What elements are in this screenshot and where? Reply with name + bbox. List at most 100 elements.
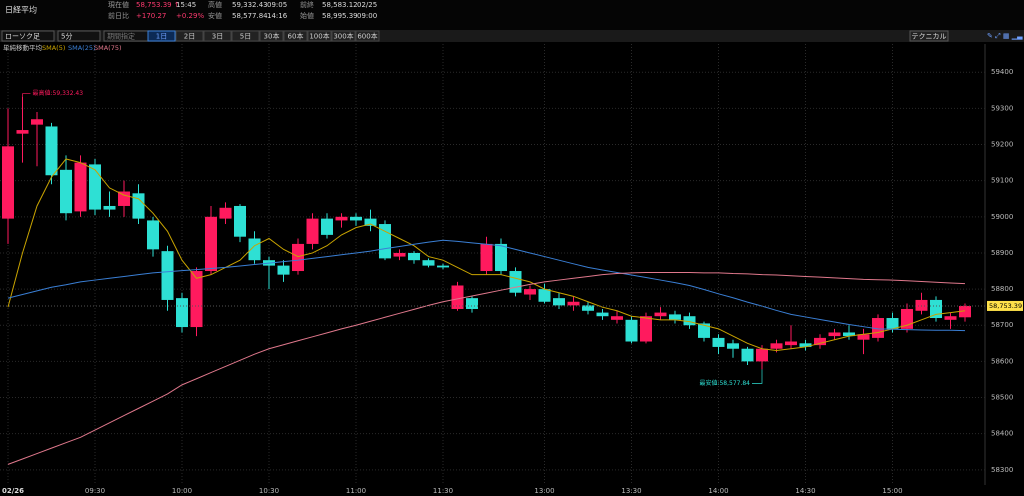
range-label[interactable]: 100本 [309,32,329,41]
candle-body [2,146,14,219]
candle-body [640,316,652,342]
legend-entry: SMA(75) [94,44,122,52]
range-button[interactable] [331,30,356,42]
range-label[interactable]: 30本 [264,32,280,41]
header-title: 日経平均 [5,5,37,15]
x-tick-label: 14:30 [795,487,815,495]
candle-body [321,218,333,235]
select-label[interactable]: ローソク足 [5,33,40,41]
select[interactable] [57,30,101,42]
candle-body [654,312,667,317]
candle-body [524,289,536,295]
legend-entry: SMA(5) [42,44,65,52]
candle-body [785,341,797,346]
range-button[interactable] [147,30,176,42]
quote-text: 59,332.43 [232,1,268,9]
range-label[interactable]: 3日 [212,33,223,41]
annotation-leader [22,93,31,97]
candle-body [45,126,58,176]
select[interactable] [1,30,55,42]
candle-body [147,220,159,250]
sma-line [7,158,966,352]
candle-body [930,299,942,319]
quote-text: 前日比 [108,11,129,20]
candle-body [393,252,406,257]
technical-label[interactable]: テクニカル [912,33,947,41]
range-button[interactable] [307,30,332,42]
y-tick-label: 58400 [991,430,1013,438]
legend-title: 単純移動平均 [3,43,43,52]
candle-body [567,301,580,306]
candle-body [756,348,768,362]
range-label[interactable]: 2日 [184,33,195,41]
quote-text: 09:05 [267,1,287,9]
y-tick-label: 58500 [991,394,1013,402]
range-label[interactable]: 600本 [357,32,377,41]
range-label[interactable]: 1日 [156,33,167,41]
range-button[interactable] [175,30,204,42]
range-button[interactable] [231,30,260,42]
x-tick-label: 11:00 [346,487,366,495]
sma-line [7,239,966,332]
candle-body [277,265,290,275]
candle-body [596,312,609,317]
quote-text: 現在値 [108,0,129,9]
candle-body [335,216,348,221]
candle-body [234,205,246,237]
candle-body [814,337,826,346]
candle-body [669,314,681,320]
x-tick-label: 09:30 [85,487,105,495]
candle-body [698,323,710,338]
y-tick-label: 59200 [991,141,1013,149]
candle-body [538,289,551,302]
quote-text: 高値 [208,0,222,9]
toolbar-icons[interactable]: ✎ ⤢ ▦ ▁▃ ⚙ [987,32,1024,40]
candle-body [60,169,72,214]
y-tick-label: 58800 [991,285,1013,293]
candle-body [625,319,638,342]
select-label[interactable]: 5分 [61,32,72,41]
candle-body [350,216,362,221]
candle-body [770,343,783,349]
quote-text: 58,995.39 [322,12,358,20]
x-tick-label: 13:00 [534,487,554,495]
y-tick-label: 58300 [991,466,1013,474]
technical-button[interactable] [909,30,949,42]
candle-body [944,316,957,320]
candle-body [364,218,377,226]
range-button[interactable] [355,30,380,42]
range-button[interactable] [203,30,232,42]
range-label[interactable]: 5日 [240,33,251,41]
y-tick-label: 58700 [991,321,1013,329]
legend-entry: SMA(25) [68,44,96,52]
range-button[interactable] [283,30,308,42]
candle-body [843,332,855,337]
candle-body [161,251,174,300]
x-tick-label: 10:30 [259,487,279,495]
annotation: 最安値:58,577.84 [699,379,750,387]
annotation: 最高値:59,332.43 [33,89,84,97]
range-button[interactable] [259,30,284,42]
range-label[interactable]: 60本 [288,32,304,41]
candle-body [727,343,739,349]
candle-body [16,130,29,134]
select-label[interactable]: 期間指定 [107,32,135,41]
candle-body [437,265,449,268]
sma-line [7,271,966,465]
x-tick-label: 14:00 [708,487,728,495]
quote-text: 安値 [208,11,222,20]
candle-body [466,298,478,309]
candle-body [205,216,217,272]
quote-text: 14:16 [267,12,288,20]
candle-body [74,162,87,212]
candle-body [915,299,928,311]
candle-body [611,316,623,320]
candle-body [451,285,464,309]
quote-text: 09:00 [357,12,377,20]
candle-body [741,348,754,362]
candle-body [408,252,420,261]
range-label[interactable]: 300本 [333,32,353,41]
candle-body [190,271,203,328]
